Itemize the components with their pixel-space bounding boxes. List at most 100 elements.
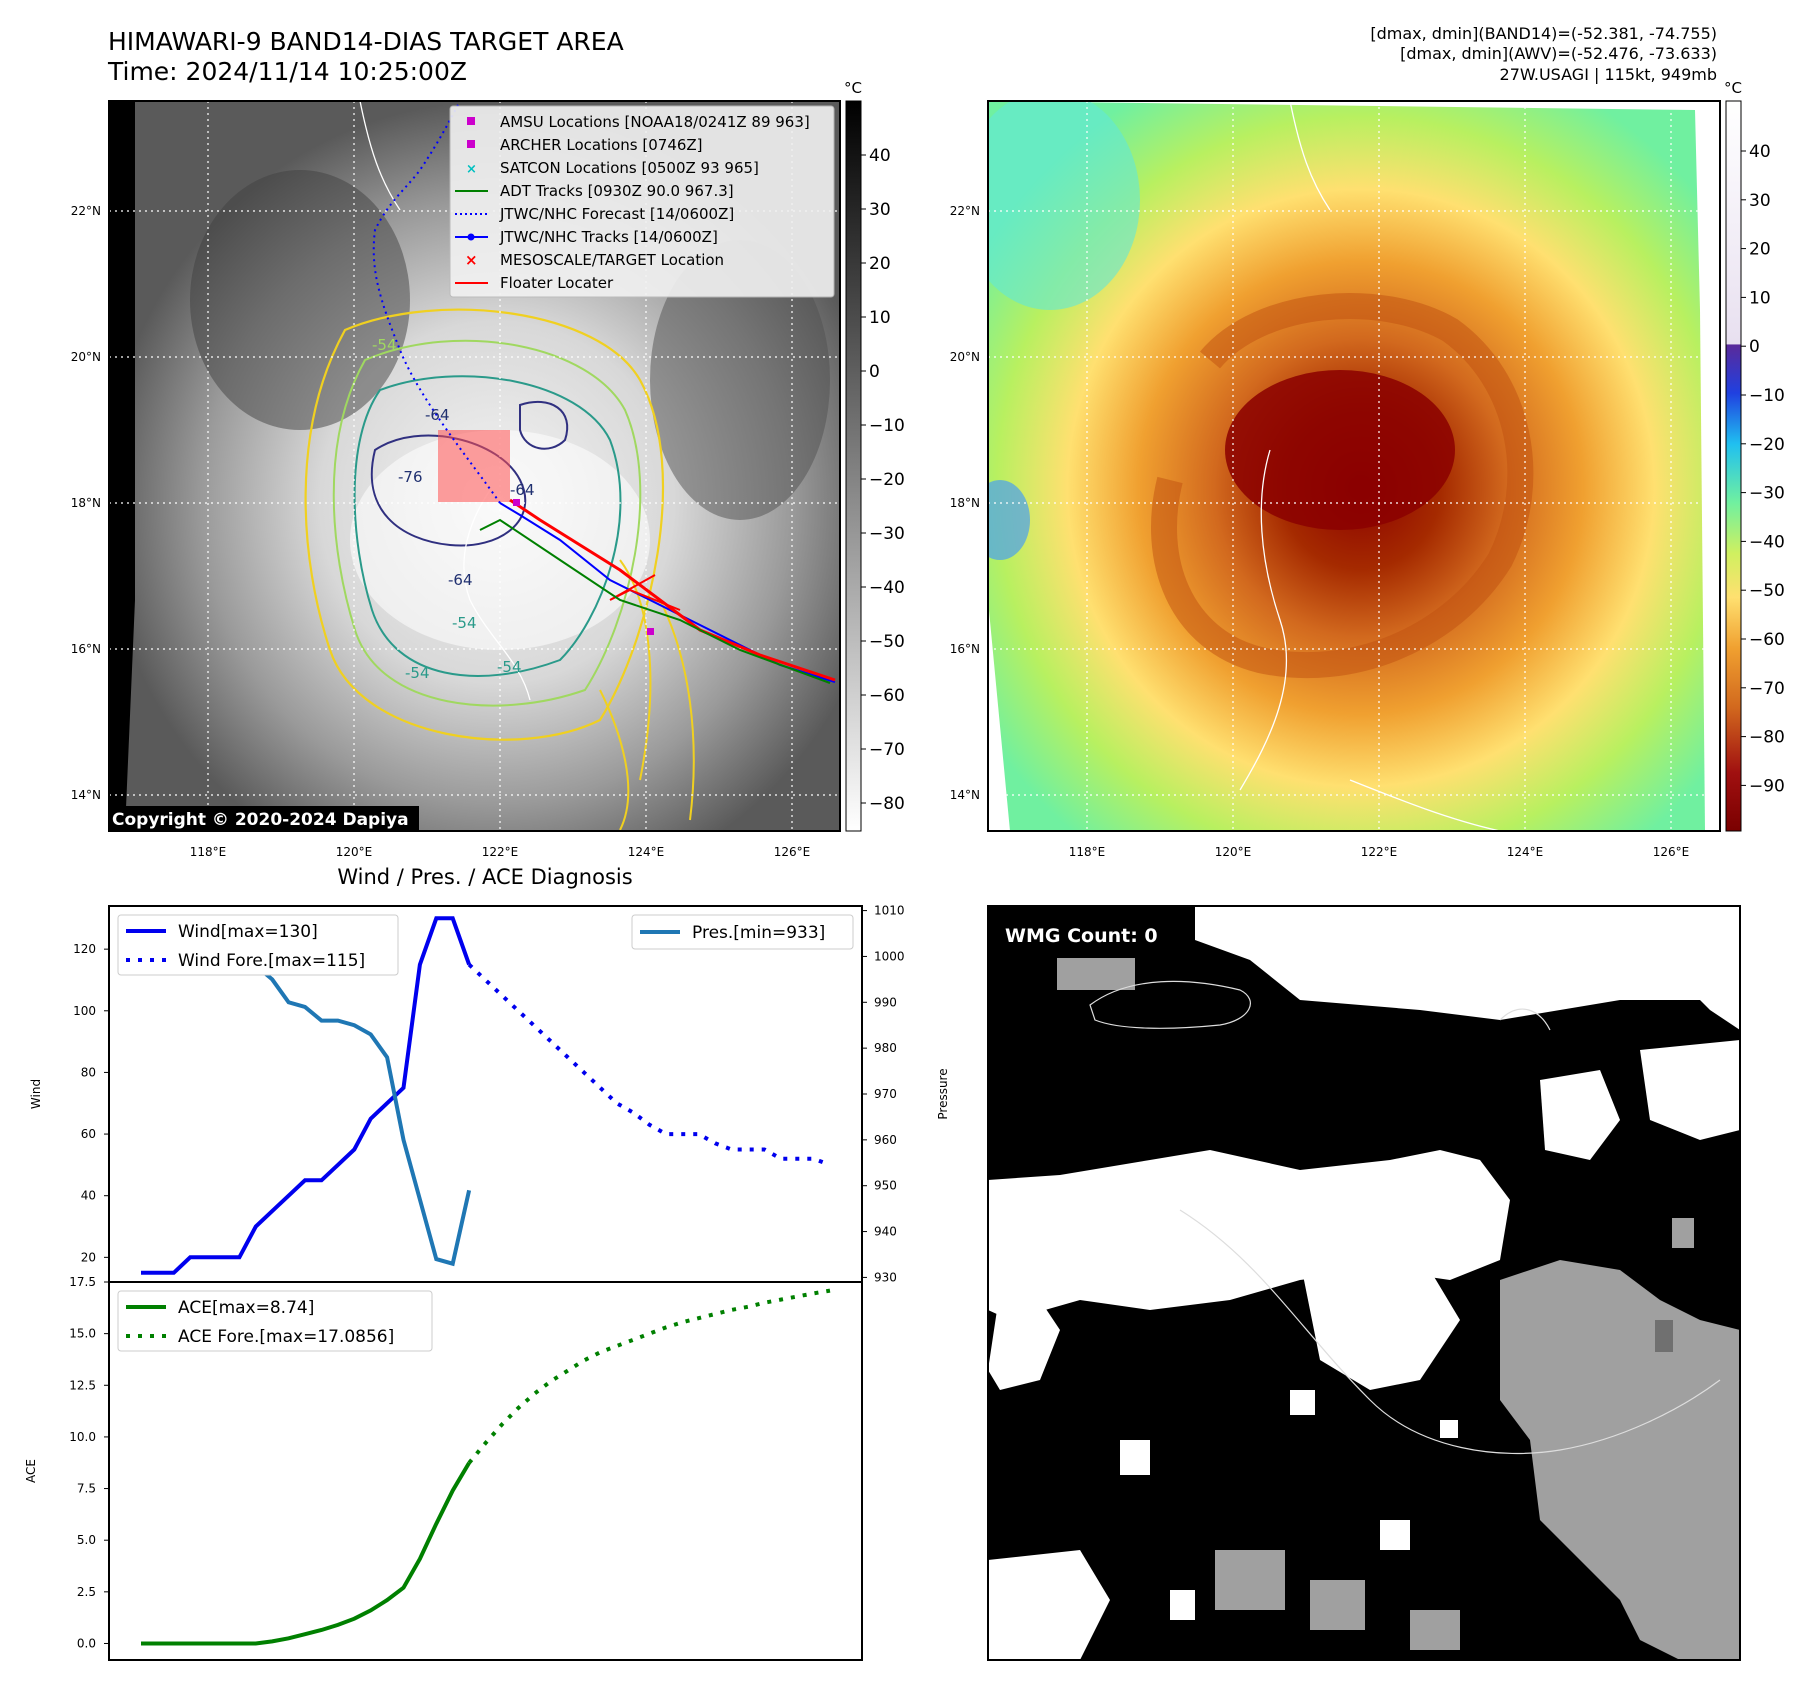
colorbar-tick-label: −20 xyxy=(1749,435,1785,455)
ace-ytick-label: 2.5 xyxy=(77,1585,96,1599)
wmg-count-label: WMG Count: 0 xyxy=(1005,925,1158,947)
lon-tick-label: 120°E xyxy=(336,845,373,859)
ace-legend-box xyxy=(117,1290,433,1352)
ir-colorbar-unit: °C xyxy=(844,79,862,97)
wind-ytick-label: 60 xyxy=(81,1127,96,1141)
ace-ytick-label: 5.0 xyxy=(77,1533,96,1547)
pressure-ytick-label: 1010 xyxy=(874,904,905,918)
pressure-ylabel: Pressure xyxy=(936,1068,950,1119)
awv-colorbar-ticks: 40 30 20 10 0 −10 −20 −30 −40 −50 −60 −70 −80 −90 xyxy=(1741,142,1785,796)
lat-tick-label: 20°N xyxy=(71,350,101,364)
figure-title-line2: Time: 2024/11/14 10:25:00Z xyxy=(107,57,467,86)
wmg-white-regions xyxy=(988,906,1740,1660)
lon-tick-label: 124°E xyxy=(628,845,665,859)
colorbar-tick-label: −80 xyxy=(869,794,905,814)
wind-legend: Wind[max=130] Wind Fore.[max=115] xyxy=(117,914,399,976)
colorbar-tick-label: −30 xyxy=(869,524,905,544)
amsu-location-marker xyxy=(647,628,654,635)
colorbar-tick-label: 30 xyxy=(1749,191,1771,211)
ace-ytick-label: 12.5 xyxy=(69,1378,96,1392)
ir-dry-region xyxy=(190,170,410,430)
ir-contour-labels: -64 -76 -64 -64 -54 -54 -54 -54 xyxy=(372,336,535,682)
legend-item: Pres.[min=933] xyxy=(692,923,825,943)
series-line-ace-fore xyxy=(467,1288,831,1465)
contour-label: -76 xyxy=(398,468,423,486)
awv-colorbar-unit: °C xyxy=(1724,79,1742,97)
contour-lightgreen xyxy=(332,339,642,707)
contour-label: -64 xyxy=(448,571,473,589)
contour-label: -54 xyxy=(497,658,522,676)
wind-ytick-label: 100 xyxy=(73,1004,96,1018)
lon-tick-label: 118°E xyxy=(190,845,227,859)
legend-item: Wind Fore.[max=115] xyxy=(178,951,365,971)
wind-ytick-label: 120 xyxy=(73,942,96,956)
legend-item: ARCHER Locations [0746Z] xyxy=(500,136,703,154)
jtwc-forecast-track xyxy=(372,101,501,504)
track-legend-dot xyxy=(467,233,475,241)
lon-tick-label: 126°E xyxy=(774,845,811,859)
legend-item: ADT Tracks [0930Z 90.0 967.3] xyxy=(500,182,734,200)
wmg-grey-regions xyxy=(1057,958,1740,1660)
satcon-legend-marker: × xyxy=(466,162,477,177)
pressure-ytick-label: 1000 xyxy=(874,949,905,963)
pressure-ytick-label: 990 xyxy=(874,995,897,1009)
colorbar-tick-label: 10 xyxy=(869,308,891,328)
colorbar-tick-label: 0 xyxy=(869,362,880,382)
awv-moist-cyan xyxy=(988,101,1140,310)
awv-core xyxy=(1225,370,1455,530)
lon-tick-label: 126°E xyxy=(1653,845,1690,859)
awv-map-frame xyxy=(987,100,1721,832)
colorbar-tick-label: −10 xyxy=(869,416,905,436)
figure-title-line1: HIMAWARI-9 BAND14-DIAS TARGET AREA xyxy=(108,27,624,56)
ace-chart: 0.0 2.5 5.0 7.5 10.0 12.5 15.0 17.5 ACE ACE[max=8… xyxy=(24,1275,863,1661)
target-legend-marker: × xyxy=(465,251,478,269)
pressure-ytick-label: 960 xyxy=(874,1133,897,1147)
pressure-legend-box xyxy=(631,914,854,950)
wind-pressure-chart: 20 40 60 80 100 120 930 940 950 960 970 980 990 1000 1… xyxy=(29,904,950,1285)
lat-tick-label: 22°N xyxy=(71,204,101,218)
lat-tick-label: 14°N xyxy=(71,788,101,802)
colorbar-tick-label: 40 xyxy=(869,146,891,166)
series-line-ace xyxy=(141,1461,471,1646)
awv-gridlines xyxy=(988,101,1720,831)
pressure-ytick-label: 980 xyxy=(874,1041,897,1055)
pressure-ytick-label: 970 xyxy=(874,1087,897,1101)
lon-tick-label: 120°E xyxy=(1215,845,1252,859)
target-area-box xyxy=(438,430,510,502)
colorbar-tick-label: −40 xyxy=(1749,532,1785,552)
colorbar-tick-label: 0 xyxy=(1749,337,1760,357)
ir-map-panel: -64 -76 -64 -64 -54 -54 -54 -54 Copyrigh… xyxy=(108,79,905,832)
colorbar-tick-label: −20 xyxy=(869,470,905,490)
colorbar-tick-label: −10 xyxy=(1749,386,1785,406)
colorbar-tick-label: −30 xyxy=(1749,484,1785,504)
ir-dry-region-east xyxy=(650,240,830,520)
wind-legend-box xyxy=(117,914,399,976)
adt-track xyxy=(479,518,831,684)
legend-item: Wind[max=130] xyxy=(178,922,318,942)
wind-ytick-label: 80 xyxy=(81,1065,96,1079)
lat-tick-label: 16°N xyxy=(71,642,101,656)
legend-item: JTWC/NHC Forecast [14/0600Z] xyxy=(499,205,734,223)
awv-map-panel: °C 40 30 20 10 0 −10 −20 −30 −40 −50 −60 −70 −80 −90 xyxy=(987,79,1785,832)
wmg-panel: WMG Count: 0 xyxy=(987,905,1741,1661)
contour-label: -54 xyxy=(405,664,430,682)
legend-item: SATCON Locations [0500Z 93 965] xyxy=(500,159,759,177)
ir-map-frame xyxy=(108,100,841,832)
awv-colorbar xyxy=(1725,100,1742,832)
legend-item: JTWC/NHC Tracks [14/0600Z] xyxy=(499,228,718,246)
contour-label: -54 xyxy=(372,336,397,354)
stats-line1: [dmax, dmin](BAND14)=(-52.381, -74.755) xyxy=(1370,24,1717,43)
floater-locater-track xyxy=(509,498,836,682)
awv-spiral-band xyxy=(1151,293,1534,679)
lon-tick-label: 122°E xyxy=(482,845,519,859)
colorbar-tick-label: 30 xyxy=(869,200,891,220)
lat-tick-label: 16°N xyxy=(950,642,980,656)
copyright-text: Copyright © 2020-2024 Dapiya xyxy=(112,810,409,830)
archer-location-marker xyxy=(513,499,520,506)
ace-ytick-label: 10.0 xyxy=(69,1430,96,1444)
wind-ytick-label: 20 xyxy=(81,1250,96,1264)
contour-label: -64 xyxy=(510,481,535,499)
lon-tick-label: 122°E xyxy=(1361,845,1398,859)
colorbar-tick-label: −50 xyxy=(869,632,905,652)
